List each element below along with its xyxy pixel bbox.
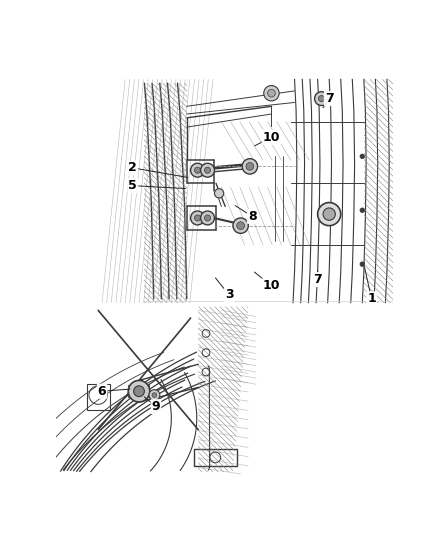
- Circle shape: [246, 163, 254, 170]
- Circle shape: [191, 211, 205, 225]
- Circle shape: [242, 159, 258, 174]
- Text: 9: 9: [152, 400, 160, 413]
- Circle shape: [360, 154, 364, 159]
- Text: 2: 2: [128, 161, 137, 174]
- Circle shape: [318, 203, 341, 225]
- Circle shape: [205, 215, 211, 221]
- Circle shape: [201, 211, 215, 225]
- Text: 1: 1: [367, 292, 376, 305]
- Circle shape: [318, 95, 325, 102]
- Text: 10: 10: [263, 131, 280, 143]
- Circle shape: [215, 189, 224, 198]
- Circle shape: [323, 208, 336, 220]
- Circle shape: [314, 92, 328, 106]
- Circle shape: [149, 390, 160, 400]
- Text: 8: 8: [248, 210, 257, 223]
- Circle shape: [205, 167, 211, 173]
- Circle shape: [194, 215, 201, 221]
- Text: 7: 7: [325, 92, 334, 105]
- Text: 5: 5: [128, 179, 137, 192]
- Text: 6: 6: [98, 385, 106, 398]
- Circle shape: [194, 167, 201, 173]
- Circle shape: [360, 262, 364, 266]
- Circle shape: [268, 90, 276, 97]
- Circle shape: [264, 85, 279, 101]
- Circle shape: [191, 163, 205, 177]
- Circle shape: [233, 218, 248, 233]
- Bar: [194, 449, 237, 466]
- Circle shape: [201, 163, 215, 177]
- Circle shape: [152, 393, 157, 398]
- Circle shape: [134, 386, 145, 397]
- Text: 7: 7: [313, 273, 322, 286]
- Bar: [87, 384, 110, 410]
- Circle shape: [237, 222, 244, 230]
- Text: 3: 3: [225, 288, 233, 302]
- Circle shape: [360, 208, 364, 213]
- Circle shape: [128, 381, 150, 402]
- Text: 10: 10: [263, 279, 280, 292]
